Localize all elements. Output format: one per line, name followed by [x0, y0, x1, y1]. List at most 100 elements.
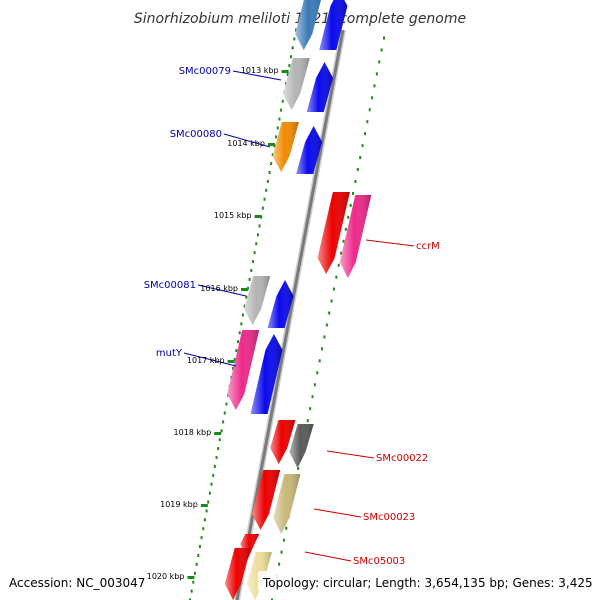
outer-ring-dot	[321, 347, 324, 351]
tick-label: 1017 kbp	[187, 356, 225, 365]
inner-ring-dot	[253, 251, 256, 255]
label-leader-line	[183, 352, 237, 367]
outer-ring-dot	[313, 383, 316, 387]
outer-ring-dot	[383, 36, 385, 40]
inner-ring-dot	[266, 179, 269, 183]
gene-red-bottom	[224, 548, 251, 600]
inner-ring-dot	[210, 482, 213, 486]
outer-ring-dot	[335, 275, 338, 279]
gene-label-muty: mutY	[156, 348, 183, 359]
tick-label: 1015 kbp	[214, 211, 252, 220]
label-leader-line	[313, 508, 362, 518]
outer-ring-dot	[282, 538, 285, 542]
inner-ring-dot	[288, 64, 291, 68]
inner-ring-dot	[197, 553, 200, 557]
tick-mark	[254, 215, 262, 218]
tick-label: 1013 kbp	[241, 66, 279, 75]
gene-pink-muty	[227, 330, 260, 410]
inner-ring-dot	[193, 571, 196, 575]
outer-ring-dot	[325, 323, 328, 327]
outer-ring-dot	[342, 239, 345, 243]
inner-ring-dot	[295, 28, 297, 32]
gene-labels: SMc00079 SMc00080 SMc00081 mutY ccrM SMc00022…	[144, 66, 440, 567]
tick-label: 1018 kbp	[174, 428, 212, 437]
tick-label: 1020 kbp	[147, 572, 185, 581]
inner-ring-dot	[212, 473, 215, 477]
gene-orange-smc00080	[272, 122, 299, 172]
inner-ring-dot	[189, 598, 191, 600]
outer-ring-dot	[354, 179, 357, 183]
inner-ring-dot	[213, 464, 216, 468]
outer-ring-dot	[328, 311, 331, 315]
outer-ring-dot	[323, 335, 326, 339]
tick-mark	[241, 288, 249, 291]
inner-ring-dot	[217, 447, 220, 451]
tick-label: 1019 kbp	[160, 500, 198, 509]
inner-ring-dot	[205, 509, 208, 513]
gene-blue-muty	[250, 334, 283, 414]
inner-ring-dot	[190, 589, 193, 593]
inner-ring-dot	[248, 277, 251, 281]
outer-ring-dot	[352, 191, 355, 195]
label-leader-line	[223, 133, 271, 148]
tick-mark	[267, 143, 275, 146]
outer-ring-dot	[309, 407, 312, 411]
outer-ring-dot	[280, 550, 283, 554]
inner-ring-dot	[223, 411, 226, 415]
gene-red-smc00022	[270, 420, 296, 464]
outer-ring-dot	[340, 251, 343, 255]
tick-mark	[214, 432, 222, 435]
gene-blue-top	[319, 0, 348, 50]
inner-ring-dot	[238, 331, 241, 335]
label-leader-line	[326, 450, 375, 459]
inner-ring-dot	[220, 429, 223, 433]
inner-ring-dot	[256, 233, 259, 237]
inner-ring-dot	[258, 224, 261, 228]
inner-ring-dot	[271, 153, 274, 157]
inner-ring-dot	[235, 349, 238, 353]
label-leader-line	[232, 70, 282, 81]
outer-ring-dot	[344, 227, 347, 231]
gene-gray-smc00081	[244, 276, 271, 325]
outer-ring-dot	[297, 466, 300, 470]
inner-ring-dot	[281, 99, 284, 103]
inner-ring-dot	[245, 295, 248, 299]
outer-ring-dot	[306, 419, 309, 423]
inner-ring-dot	[278, 117, 281, 121]
inner-ring-dot	[265, 188, 268, 192]
inner-ring-dot	[202, 527, 205, 531]
footer-right-bg	[258, 571, 594, 591]
footer-left-bg	[6, 571, 146, 591]
inner-ring-dot	[275, 135, 278, 139]
outer-ring-dot	[361, 144, 364, 148]
outer-ring-dot	[375, 72, 378, 76]
gene-red-smc00023	[252, 470, 281, 530]
outer-ring-dot	[380, 48, 383, 52]
gene-label-smc00079: SMc00079	[179, 66, 231, 77]
inner-ring-dot	[240, 322, 243, 326]
outer-ring-dot	[278, 562, 281, 566]
inner-ring-dot	[242, 313, 244, 317]
inner-ring-dot	[198, 545, 201, 549]
outer-ring-dot	[318, 359, 321, 363]
inner-ring-dot	[263, 197, 266, 201]
inner-ring-dot	[200, 536, 203, 540]
inner-ring-dot	[218, 438, 221, 442]
inner-ring-dot	[225, 402, 228, 406]
outer-ring-dot	[359, 156, 362, 160]
outer-ring-dot	[330, 299, 333, 303]
gene-blue-smc00081	[267, 280, 294, 328]
outer-ring-dot	[347, 215, 350, 219]
inner-ring-dot	[207, 500, 210, 504]
gene-label-ccrm: ccrM	[416, 241, 440, 252]
tick-label: 1016 kbp	[200, 284, 238, 293]
gene-label-smc00080: SMc00080	[170, 129, 222, 140]
inner-ring-dot	[233, 358, 236, 362]
inner-ring-dot	[293, 37, 296, 41]
gene-blue-smc00079	[306, 62, 334, 112]
outer-ring-dot	[368, 108, 371, 112]
inner-ring-dot	[208, 491, 211, 495]
inner-ring-dot	[215, 456, 218, 459]
label-leader-lines	[183, 70, 415, 562]
inner-ring-dot	[203, 518, 206, 522]
